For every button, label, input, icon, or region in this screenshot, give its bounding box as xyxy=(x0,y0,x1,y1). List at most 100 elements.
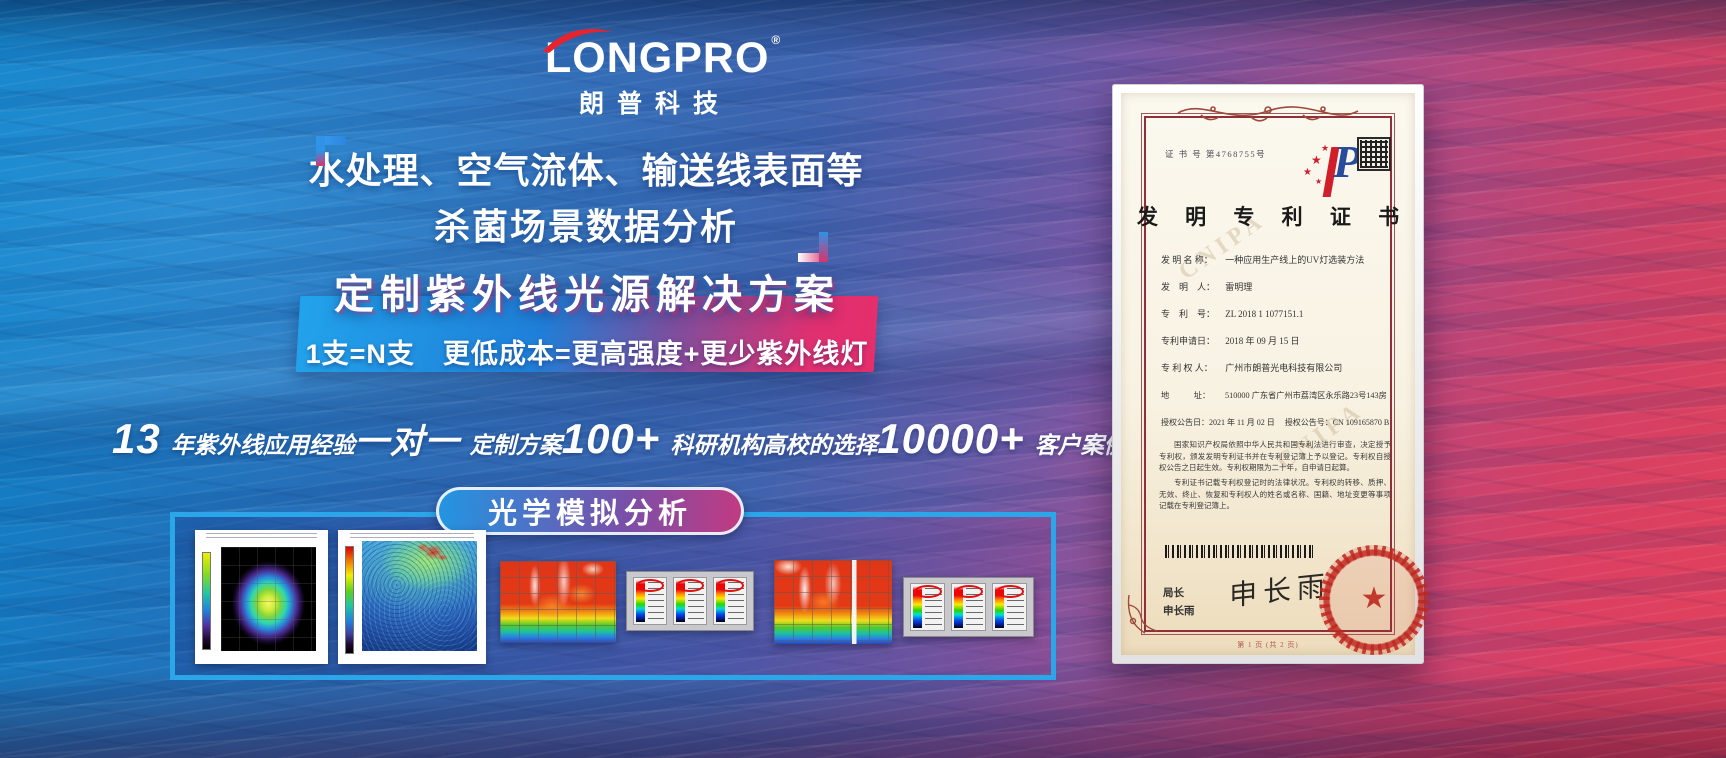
field-patent-number: 专 利 号： ZL 2018 1 1077151.1 xyxy=(1161,309,1391,320)
stat-value: 100+ xyxy=(561,415,661,462)
seal-star-icon: ★ xyxy=(1360,582,1388,616)
field-application-date: 专利申请日： 2018 年 09 月 15 日 xyxy=(1161,336,1391,347)
field-inventor: 发 明 人： 雷明理 xyxy=(1161,282,1391,293)
qr-code xyxy=(1357,137,1391,171)
stat-institutions: 100+ 科研机构高校的选择 xyxy=(562,418,878,460)
director-title: 局长 xyxy=(1163,588,1184,599)
director-name: 申长雨 xyxy=(1163,605,1195,617)
colorbar xyxy=(716,580,725,622)
field-patentee: 专 利 权 人： 广州市朗普光电科技有限公司 xyxy=(1161,363,1391,374)
field-value: ZL 2018 1 1077151.1 xyxy=(1225,309,1304,319)
highlight-ellipse-icon xyxy=(955,585,983,598)
mini-colorbar xyxy=(713,577,747,625)
field-label: 发 明 人： xyxy=(1161,282,1216,292)
logo-wordmark: LONGPRO ® xyxy=(545,34,780,80)
tick-labels xyxy=(1007,588,1024,628)
highlight-ellipse-icon xyxy=(716,579,744,592)
colorbar xyxy=(345,546,354,654)
field-label: 授权公告号： xyxy=(1284,418,1333,427)
mini-colorbar xyxy=(633,577,667,625)
top-ornament-icon xyxy=(1177,106,1359,122)
page-indicator: 第 1 页 (共 2 页) xyxy=(1237,641,1299,649)
tick-labels xyxy=(688,582,704,622)
tick-labels xyxy=(648,582,664,622)
field-address: 地 址： 510000 广东省广州市荔湾区永乐路23号143房 xyxy=(1161,390,1391,401)
sim-image-circular-irradiance xyxy=(195,530,328,664)
qr-pattern xyxy=(1360,140,1388,168)
highlight-ellipse-icon xyxy=(914,585,942,598)
stat-value: 10000+ xyxy=(877,415,1025,462)
stat-one-on-one: 一对一 定制方案 xyxy=(355,425,562,460)
simulation-box: 光学模拟分析 xyxy=(170,487,1056,680)
mini-colorbar xyxy=(951,583,986,631)
patent-certificate-paper: CNIPA CNIPA 证 书 号 第4768755号 ★ ★ ★ ★ P 发 … xyxy=(1121,93,1429,655)
tick-labels xyxy=(925,588,942,628)
official-seal-icon: ★ xyxy=(1319,545,1429,655)
irradiance-plot xyxy=(362,541,477,651)
irradiance-plot xyxy=(221,547,316,651)
field-value: 510000 广东省广州市荔湾区永乐路23号143房 xyxy=(1225,391,1387,400)
sim-image-scatter-irradiance xyxy=(338,530,486,664)
noise-overlay xyxy=(362,541,477,651)
headline: 水处理、空气流体、输送线表面等 杀菌场景数据分析 xyxy=(300,136,872,262)
highlight-ellipse-icon xyxy=(636,579,664,592)
field-value: 2021 年 11 月 02 日 xyxy=(1209,418,1275,427)
field-label: 专 利 权 人： xyxy=(1161,363,1213,373)
colorbar xyxy=(995,586,1004,628)
logo-swoosh-icon xyxy=(543,29,613,53)
simulation-label-pill: 光学模拟分析 xyxy=(436,487,744,535)
stats-row: 13 年紫外线应用经验 一对一 定制方案 100+ 科研机构高校的选择 1000… xyxy=(112,415,1173,462)
ribbon-subtitle: 1支=N支 更低成本=更高强度+更少紫外线灯 xyxy=(305,339,869,369)
cnipa-logo-icon: ★ ★ ★ ★ P xyxy=(1301,139,1367,203)
stat-label: 科研机构高校的选择 xyxy=(670,432,878,458)
field-label: 专 利 号： xyxy=(1161,309,1216,319)
headline-line2: 杀菌场景数据分析 xyxy=(433,206,738,247)
barcode xyxy=(1165,545,1315,558)
sim-image-colorbar-panel-2 xyxy=(903,577,1034,637)
bracket-bar xyxy=(819,232,828,262)
stat-label: 年紫外线应用经验 xyxy=(170,432,355,458)
star-icon: ★ xyxy=(1315,177,1323,186)
logo-letter: P xyxy=(1333,136,1362,187)
plot-caption-lines xyxy=(205,533,318,541)
field-grant-info: 授权公告日：2021 年 11 月 02 日 授权公告号：CN 10916587… xyxy=(1161,417,1391,428)
highlight-ellipse-icon xyxy=(996,585,1024,598)
sim-image-heatmap-1 xyxy=(500,561,616,643)
plot-caption-lines xyxy=(349,533,475,541)
certificate-number: 证 书 号 第4768755号 xyxy=(1165,149,1267,159)
director-block: 局长 申长雨 xyxy=(1163,585,1195,621)
patent-certificate-frame: CNIPA CNIPA 证 书 号 第4768755号 ★ ★ ★ ★ P 发 … xyxy=(1112,84,1429,664)
legal-paragraph-1: 国家知识产权局依照中华人民共和国专利法进行审查，决定授予专利权，颁发发明专利证书… xyxy=(1159,440,1391,473)
mini-colorbar xyxy=(673,577,707,625)
brand-logo: LONGPRO ® 朗普科技 xyxy=(543,29,780,120)
bracket-bar xyxy=(316,136,325,166)
field-value: 广州市朗普光电科技有限公司 xyxy=(1225,363,1343,373)
logo-chinese-name: 朗普科技 xyxy=(578,90,731,118)
bracket-bar xyxy=(798,253,828,262)
certificate-fields: 发 明 名 称： 一种应用生产线上的UV灯选装方法 发 明 人： 雷明理 专 利… xyxy=(1161,255,1391,428)
sim-image-colorbar-panel-1 xyxy=(626,571,754,631)
highlight-ellipse-icon xyxy=(676,579,704,592)
field-value: 2018 年 09 月 15 日 xyxy=(1225,336,1300,346)
star-icon: ★ xyxy=(1303,167,1312,178)
corner-bracket-top-icon xyxy=(316,136,346,166)
sim-image-heatmap-2 xyxy=(774,560,892,644)
field-label: 授权公告日： xyxy=(1161,418,1209,427)
colorbar xyxy=(636,580,645,622)
certificate-title: 发 明 专 利 证 书 xyxy=(1136,205,1411,229)
corner-bracket-bottom-icon xyxy=(798,232,828,262)
grant-number: 授权公告号：CN 109165870 B xyxy=(1285,417,1389,428)
colorbar xyxy=(913,586,922,628)
field-label: 发 明 名 称： xyxy=(1161,255,1213,265)
stat-experience: 13 年紫外线应用经验 xyxy=(112,418,355,460)
corner-flourish-icon xyxy=(1127,594,1158,634)
certificate-legal-text: 国家知识产权局依照中华人民共和国专利法进行审查，决定授予专利权，颁发发明专利证书… xyxy=(1159,439,1391,515)
field-invention-name: 发 明 名 称： 一种应用生产线上的UV灯选装方法 xyxy=(1161,255,1391,266)
mini-colorbar xyxy=(992,583,1027,631)
field-label: 专利申请日： xyxy=(1161,336,1216,346)
colorbar xyxy=(202,552,211,650)
colorbar xyxy=(954,586,963,628)
mini-colorbar xyxy=(910,583,945,631)
colorbar xyxy=(676,580,685,622)
